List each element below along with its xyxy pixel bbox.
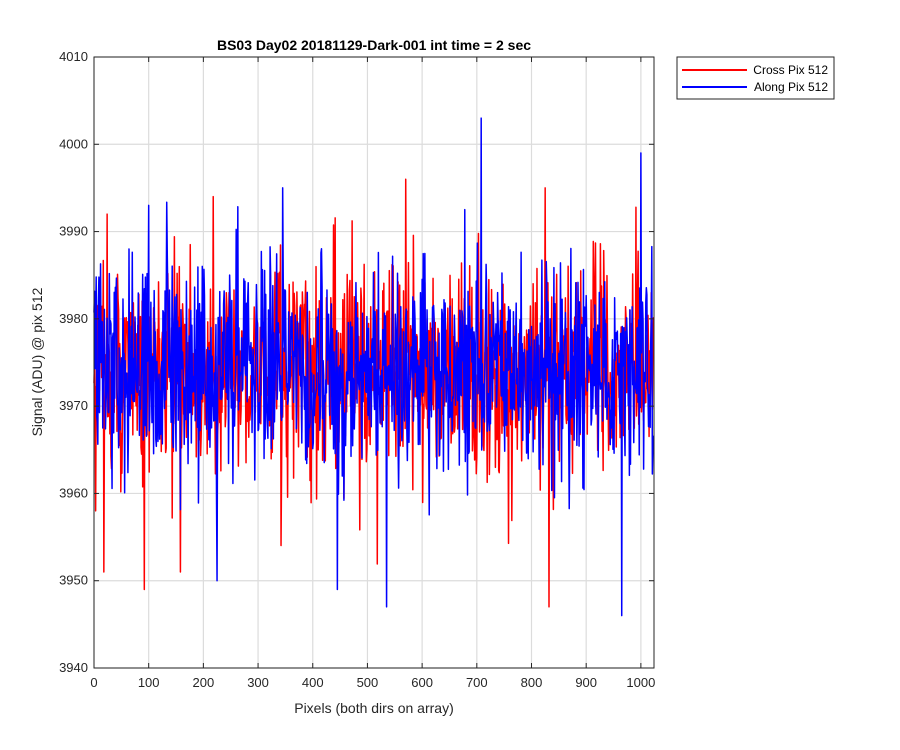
x-tick-label: 0 <box>90 675 97 690</box>
y-tick-label: 3990 <box>59 224 88 239</box>
y-tick-label: 4010 <box>59 49 88 64</box>
legend-label: Cross Pix 512 <box>753 63 828 77</box>
x-tick-label: 500 <box>357 675 379 690</box>
y-tick-label: 4000 <box>59 136 88 151</box>
x-tick-label: 100 <box>138 675 160 690</box>
y-tick-label: 3940 <box>59 660 88 675</box>
legend-box <box>676 56 835 100</box>
x-tick-label: 400 <box>302 675 324 690</box>
x-tick-label: 200 <box>193 675 215 690</box>
x-tick-label: 300 <box>247 675 269 690</box>
y-tick-label: 3950 <box>59 573 88 588</box>
y-tick-label: 3960 <box>59 485 88 500</box>
chart-title: BS03 Day02 20181129-Dark-001 int time = … <box>217 37 531 53</box>
legend: Cross Pix 512 Along Pix 512 <box>676 56 835 100</box>
x-tick-label: 700 <box>466 675 488 690</box>
y-tick-label: 3980 <box>59 311 88 326</box>
x-tick-label: 600 <box>411 675 433 690</box>
axes-box <box>93 56 655 669</box>
y-axis-label: Signal (ADU) @ pix 512 <box>29 287 45 436</box>
series-layer <box>93 117 655 617</box>
y-tick-label: 3970 <box>59 398 88 413</box>
legend-label: Along Pix 512 <box>754 80 828 94</box>
x-axis-label: Pixels (both dirs on array) <box>294 700 454 716</box>
x-tick-label: 1000 <box>626 675 655 690</box>
ticks: 0 100 200 300 400 500 600 700 800 900 1000 3940 3950… <box>59 49 655 690</box>
x-tick-label: 800 <box>521 675 543 690</box>
x-tick-label: 900 <box>575 675 597 690</box>
series-line-along-pix <box>93 117 655 617</box>
